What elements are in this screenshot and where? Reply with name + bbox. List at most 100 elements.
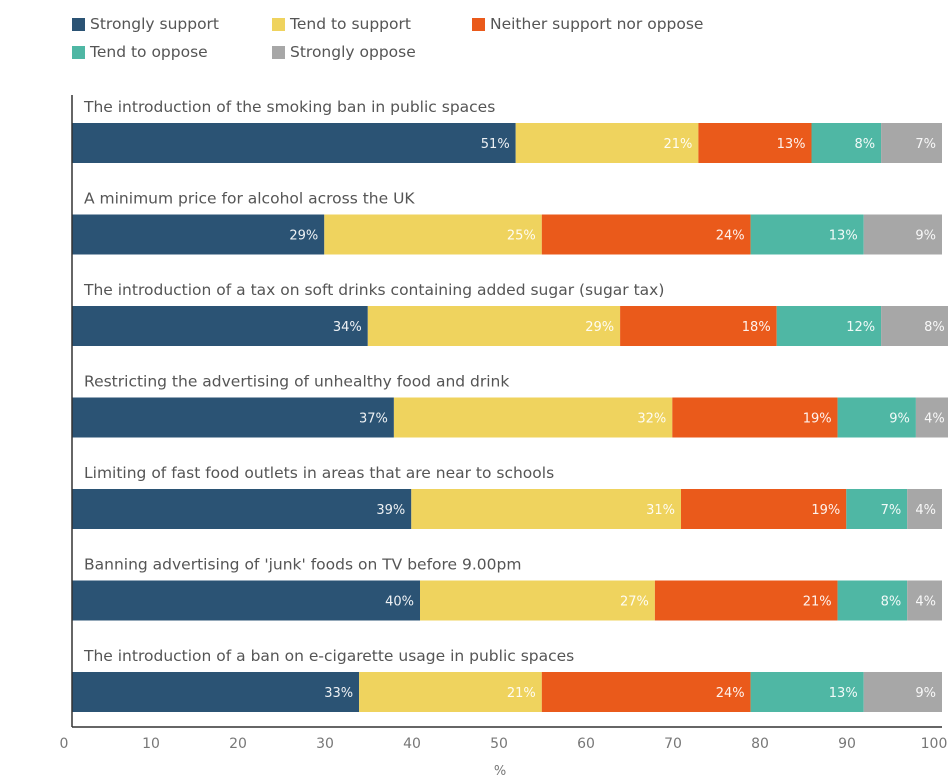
legend-item-neither: Neither support nor oppose [472, 15, 752, 33]
legend-swatch-strongly-support [72, 17, 85, 31]
bar-segment-tend-to-oppose [837, 397, 916, 438]
x-axis-title: % [494, 764, 506, 779]
data-label: 29% [289, 229, 318, 244]
bar-segment-strongly-oppose [881, 306, 948, 346]
bar-segment-strongly-oppose [881, 123, 942, 163]
data-label: 21% [663, 137, 692, 152]
category-label: The introduction of the smoking ban in p… [83, 98, 495, 116]
data-label: 13% [777, 137, 806, 152]
legend-row-1: Strongly support Tend to support Neither… [72, 10, 772, 38]
x-tick-label: 30 [316, 736, 334, 752]
bar-segment-neither-support-nor-oppose [672, 397, 838, 438]
bar-segment-strongly-support [72, 306, 368, 346]
category-label: Banning advertising of 'junk' foods on T… [84, 556, 521, 574]
legend-item-tend-to-oppose: Tend to oppose [72, 43, 272, 61]
data-label: 4% [924, 412, 945, 427]
bar-segment-tend-to-oppose [776, 306, 882, 346]
data-label: 7% [881, 503, 902, 518]
bar-segment-strongly-support [72, 489, 412, 529]
bar-segment-tend-to-support [411, 489, 681, 529]
x-axis: 0 10 20 30 40 50 60 70 80 90 100% [60, 95, 948, 779]
bar-segment-tend-to-support [359, 672, 542, 712]
bar-segment-tend-to-support [324, 214, 542, 255]
data-label: 21% [803, 595, 832, 610]
x-tick-label: 10 [142, 736, 160, 752]
legend-label-tend-to-support: Tend to support [290, 15, 411, 33]
x-tick-label: 70 [664, 736, 682, 752]
data-label: 12% [846, 320, 875, 335]
data-label: 39% [376, 503, 405, 518]
data-label: 24% [716, 686, 745, 701]
data-label: 7% [915, 137, 936, 152]
data-label: 9% [915, 686, 936, 701]
data-label: 8% [924, 320, 945, 335]
bar-segment-strongly-oppose [863, 214, 942, 255]
category-label: The introduction of a ban on e-cigarette… [83, 647, 574, 665]
data-label: 24% [716, 229, 745, 244]
data-label: 13% [829, 229, 858, 244]
data-label: 19% [811, 503, 840, 518]
data-label: 34% [333, 320, 362, 335]
data-label: 27% [620, 595, 649, 610]
x-tick-label: 20 [229, 736, 247, 752]
bar-segment-strongly-support [72, 397, 394, 438]
bar-segment-neither-support-nor-oppose [698, 123, 812, 163]
legend-swatch-tend-to-oppose [72, 45, 85, 59]
legend-label-strongly-support: Strongly support [90, 15, 220, 33]
bar-segment-tend-to-support [420, 580, 655, 621]
data-label: 33% [324, 686, 353, 701]
bar-segment-tend-to-oppose [750, 214, 864, 255]
bars-layer: The introduction of the smoking ban in p… [72, 98, 948, 712]
legend-item-tend-to-support: Tend to support [272, 15, 472, 33]
data-label: 32% [637, 412, 666, 427]
bar-segment-neither-support-nor-oppose [654, 580, 838, 621]
x-tick-label: 90 [838, 736, 856, 752]
legend-label-strongly-oppose: Strongly oppose [290, 43, 416, 61]
bar-segment-strongly-support [72, 123, 516, 163]
legend-swatch-strongly-oppose [272, 45, 285, 59]
x-tick-label: 100 [921, 736, 948, 752]
data-label: 29% [585, 320, 614, 335]
bar-segment-neither-support-nor-oppose [681, 489, 847, 529]
data-label: 25% [507, 229, 536, 244]
data-label: 9% [889, 412, 910, 427]
category-label: Limiting of fast food outlets in areas t… [84, 464, 554, 482]
data-label: 51% [481, 137, 510, 152]
bar-segment-strongly-oppose [907, 580, 942, 621]
data-label: 8% [854, 137, 875, 152]
bar-segment-tend-to-oppose [750, 672, 864, 712]
data-label: 40% [385, 595, 414, 610]
data-label: 18% [742, 320, 771, 335]
data-label: 4% [915, 503, 936, 518]
legend-item-strongly-oppose: Strongly oppose [272, 43, 472, 61]
bar-segment-neither-support-nor-oppose [541, 214, 751, 255]
legend-label-neither: Neither support nor oppose [490, 15, 704, 33]
data-label: 9% [915, 229, 936, 244]
bar-segment-tend-to-oppose [837, 580, 908, 621]
bar-segment-strongly-oppose [907, 489, 942, 529]
bar-segment-tend-to-support [515, 123, 699, 163]
bar-segment-tend-to-support [393, 397, 673, 438]
legend: Strongly support Tend to support Neither… [72, 10, 772, 66]
bar-segment-strongly-oppose [863, 672, 942, 712]
legend-label-tend-to-oppose: Tend to oppose [90, 43, 208, 61]
data-label: 37% [359, 412, 388, 427]
legend-row-2: Tend to oppose Strongly oppose [72, 38, 772, 66]
data-label: 31% [646, 503, 675, 518]
x-tick-label: 50 [490, 736, 508, 752]
category-label: Restricting the advertising of unhealthy… [84, 373, 509, 391]
bar-segment-strongly-oppose [915, 397, 948, 438]
data-label: 13% [829, 686, 858, 701]
x-tick-label: 0 [60, 736, 69, 752]
data-label: 4% [915, 595, 936, 610]
bar-segment-strongly-support [72, 672, 360, 712]
data-label: 19% [803, 412, 832, 427]
x-tick-label: 60 [577, 736, 595, 752]
bar-segment-neither-support-nor-oppose [541, 672, 751, 712]
legend-swatch-tend-to-support [272, 17, 285, 31]
legend-swatch-neither [472, 17, 485, 31]
bar-segment-strongly-support [72, 214, 325, 255]
data-label: 21% [507, 686, 536, 701]
data-label: 8% [881, 595, 902, 610]
